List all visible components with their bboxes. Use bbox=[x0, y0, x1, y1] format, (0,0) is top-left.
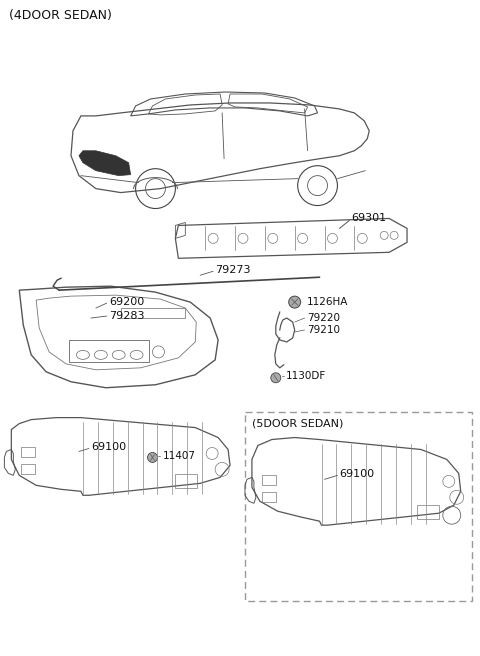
Circle shape bbox=[271, 373, 281, 382]
Text: 11407: 11407 bbox=[162, 451, 195, 461]
Text: (4DOOR SEDAN): (4DOOR SEDAN) bbox=[9, 9, 112, 22]
Bar bbox=[262, 476, 276, 485]
Bar bbox=[69, 340, 148, 362]
Text: 1130DF: 1130DF bbox=[286, 371, 326, 380]
Text: 79220: 79220 bbox=[307, 313, 340, 323]
Bar bbox=[175, 474, 197, 488]
Bar bbox=[245, 412, 472, 601]
Text: 1126HA: 1126HA bbox=[307, 297, 348, 307]
Circle shape bbox=[147, 453, 157, 462]
Bar bbox=[21, 447, 35, 457]
Text: 79210: 79210 bbox=[307, 325, 340, 335]
Text: 69301: 69301 bbox=[351, 213, 386, 224]
Circle shape bbox=[288, 296, 300, 308]
Text: 79273: 79273 bbox=[215, 265, 251, 276]
Bar bbox=[21, 464, 35, 474]
Text: 69200: 69200 bbox=[109, 297, 144, 307]
Polygon shape bbox=[79, 151, 131, 176]
Text: 69100: 69100 bbox=[339, 470, 374, 480]
Bar bbox=[262, 492, 276, 502]
Text: 79283: 79283 bbox=[109, 311, 144, 321]
Bar bbox=[417, 505, 439, 519]
Bar bbox=[120, 308, 185, 318]
Text: 69100: 69100 bbox=[91, 443, 126, 453]
Text: (5DOOR SEDAN): (5DOOR SEDAN) bbox=[252, 419, 343, 428]
